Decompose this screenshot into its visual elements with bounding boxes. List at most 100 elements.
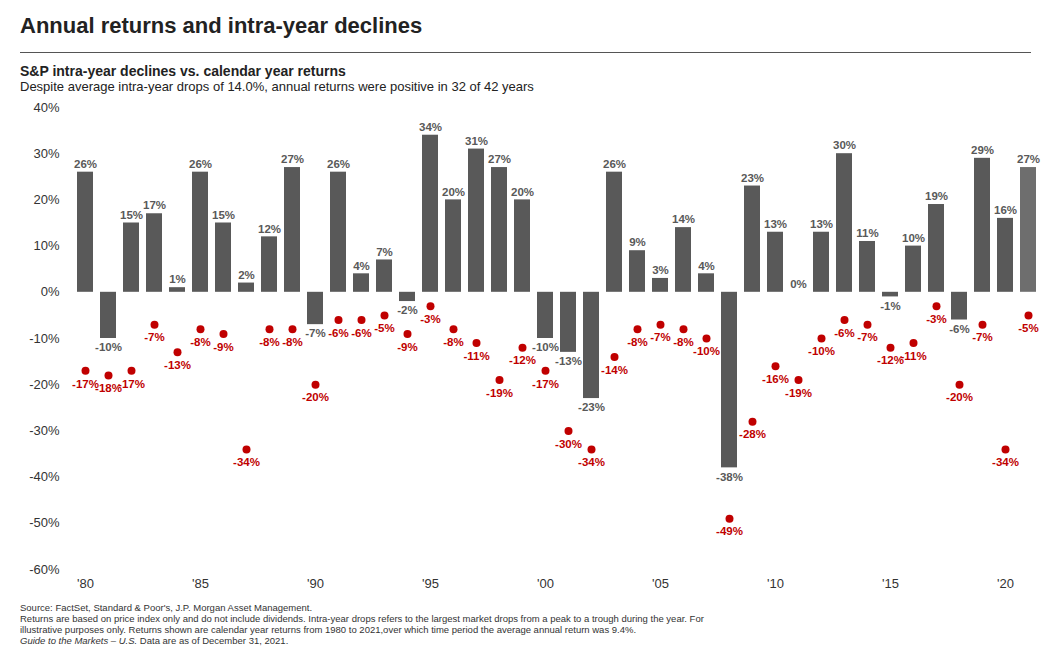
svg-text:40%: 40%	[33, 100, 59, 115]
svg-text:4%: 4%	[353, 260, 370, 272]
svg-text:9%: 9%	[629, 236, 646, 248]
svg-text:20%: 20%	[442, 186, 465, 198]
svg-text:'80: '80	[77, 576, 94, 588]
svg-text:-10%: -10%	[95, 341, 122, 353]
svg-text:'90: '90	[307, 576, 324, 588]
svg-text:-8%: -8%	[443, 336, 463, 348]
svg-text:-17%: -17%	[118, 378, 145, 390]
svg-text:-6%: -6%	[834, 327, 854, 339]
svg-text:'20: '20	[997, 576, 1014, 588]
svg-text:1%: 1%	[169, 273, 186, 285]
svg-text:-8%: -8%	[282, 336, 302, 348]
svg-text:0%: 0%	[790, 278, 807, 290]
svg-text:-7%: -7%	[972, 331, 992, 343]
svg-text:-10%: -10%	[693, 345, 720, 357]
svg-text:-14%: -14%	[601, 364, 628, 376]
svg-text:-9%: -9%	[397, 341, 417, 353]
svg-text:-38%: -38%	[716, 471, 743, 483]
svg-text:26%: 26%	[603, 158, 626, 170]
svg-text:-20%: -20%	[29, 377, 60, 392]
svg-text:-34%: -34%	[578, 456, 605, 468]
svg-text:26%: 26%	[74, 158, 97, 170]
svg-text:'10: '10	[767, 576, 784, 588]
svg-text:'05: '05	[652, 576, 669, 588]
svg-text:'00: '00	[537, 576, 554, 588]
svg-text:19%: 19%	[925, 190, 948, 202]
svg-text:-7%: -7%	[305, 327, 325, 339]
svg-text:-6%: -6%	[351, 327, 371, 339]
svg-text:30%: 30%	[33, 146, 59, 161]
svg-text:14%: 14%	[672, 213, 695, 225]
svg-text:-3%: -3%	[420, 313, 440, 325]
svg-text:-30%: -30%	[555, 438, 582, 450]
svg-text:10%: 10%	[33, 238, 59, 253]
svg-text:20%: 20%	[511, 186, 534, 198]
svg-text:-23%: -23%	[578, 401, 605, 413]
svg-text:-49%: -49%	[716, 525, 743, 537]
svg-text:-12%: -12%	[509, 354, 536, 366]
svg-text:23%: 23%	[741, 172, 764, 184]
svg-text:27%: 27%	[488, 153, 511, 165]
svg-text:13%: 13%	[810, 218, 833, 230]
svg-text:-6%: -6%	[328, 327, 348, 339]
svg-text:-20%: -20%	[946, 391, 973, 403]
svg-text:-10%: -10%	[808, 345, 835, 357]
svg-text:17%: 17%	[143, 199, 166, 211]
svg-text:26%: 26%	[327, 158, 350, 170]
svg-text:-40%: -40%	[29, 469, 60, 484]
svg-text:15%: 15%	[120, 209, 143, 221]
svg-text:-10%: -10%	[29, 331, 60, 346]
svg-text:-34%: -34%	[233, 456, 260, 468]
svg-text:-19%: -19%	[486, 387, 513, 399]
svg-text:3%: 3%	[652, 264, 669, 276]
svg-text:-19%: -19%	[785, 387, 812, 399]
svg-text:-7%: -7%	[650, 331, 670, 343]
svg-text:29%: 29%	[971, 144, 994, 156]
svg-text:-50%: -50%	[29, 515, 60, 530]
svg-text:-20%: -20%	[302, 391, 329, 403]
svg-text:-5%: -5%	[1018, 322, 1038, 334]
svg-text:-2%: -2%	[397, 304, 417, 316]
svg-text:12%: 12%	[258, 223, 281, 235]
svg-text:-13%: -13%	[164, 359, 191, 371]
svg-text:-60%: -60%	[29, 562, 60, 577]
svg-text:27%: 27%	[1017, 153, 1040, 165]
svg-text:-7%: -7%	[857, 331, 877, 343]
svg-text:-16%: -16%	[762, 373, 789, 385]
svg-text:-3%: -3%	[926, 313, 946, 325]
svg-text:4%: 4%	[698, 260, 715, 272]
svg-text:15%: 15%	[212, 209, 235, 221]
svg-text:30%: 30%	[833, 139, 856, 151]
svg-text:-10%: -10%	[532, 341, 559, 353]
svg-text:-9%: -9%	[213, 341, 233, 353]
svg-text:20%: 20%	[33, 192, 59, 207]
svg-text:-5%: -5%	[374, 322, 394, 334]
svg-text:11%: 11%	[856, 227, 878, 239]
svg-text:'95: '95	[422, 576, 439, 588]
svg-text:-28%: -28%	[739, 428, 766, 440]
svg-text:0%: 0%	[41, 284, 60, 299]
svg-text:-8%: -8%	[259, 336, 279, 348]
svg-text:-30%: -30%	[29, 423, 60, 438]
svg-text:16%: 16%	[994, 204, 1017, 216]
svg-text:'85: '85	[192, 576, 209, 588]
svg-text:7%: 7%	[376, 246, 393, 258]
svg-text:31%: 31%	[465, 135, 488, 147]
svg-text:-34%: -34%	[992, 456, 1019, 468]
svg-text:-8%: -8%	[190, 336, 210, 348]
svg-text:34%: 34%	[419, 121, 442, 133]
svg-text:-11%: -11%	[900, 350, 926, 362]
svg-text:13%: 13%	[764, 218, 787, 230]
svg-text:-1%: -1%	[880, 300, 900, 312]
svg-text:-6%: -6%	[949, 323, 969, 335]
svg-text:-17%: -17%	[532, 378, 559, 390]
svg-text:-8%: -8%	[673, 336, 693, 348]
svg-text:-8%: -8%	[627, 336, 647, 348]
svg-text:10%: 10%	[902, 232, 925, 244]
svg-text:2%: 2%	[238, 269, 255, 281]
svg-text:'15: '15	[882, 576, 899, 588]
svg-text:26%: 26%	[189, 158, 212, 170]
svg-text:-7%: -7%	[144, 331, 164, 343]
svg-text:27%: 27%	[281, 153, 304, 165]
svg-text:-13%: -13%	[555, 355, 582, 367]
